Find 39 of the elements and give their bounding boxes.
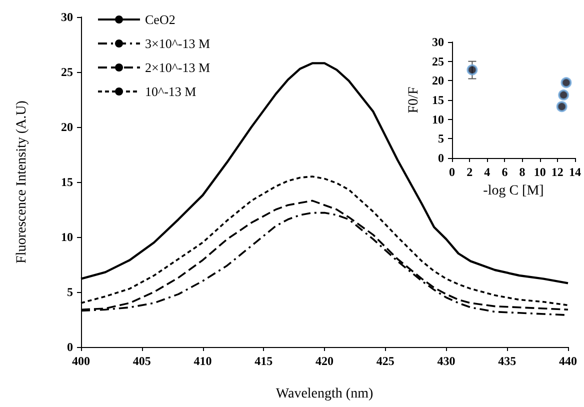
y-tick-label: 25 — [432, 54, 444, 68]
legend-label: 2×10^-13 M — [145, 60, 211, 75]
x-tick-label: 4 — [484, 165, 490, 179]
x-tick-label: 6 — [502, 165, 508, 179]
y-tick-label: 5 — [67, 285, 73, 299]
y-axis-title: F0/F — [406, 86, 422, 114]
x-tick-label: 425 — [376, 354, 394, 368]
x-axis-title: Wavelength (nm) — [276, 386, 374, 402]
x-tick-label: 405 — [132, 354, 151, 368]
y-tick-label: 30 — [432, 35, 444, 49]
y-tick-label: 10 — [61, 230, 73, 244]
x-tick-label: 410 — [194, 354, 212, 368]
y-tick-label: 25 — [61, 65, 73, 79]
y-tick-label: 15 — [432, 93, 444, 107]
legend-label: CeO2 — [145, 12, 176, 27]
y-axis-title: Fluorescence Intensity (A.U) — [14, 100, 30, 264]
y-tick-label: 0 — [438, 151, 444, 165]
y-tick-label: 20 — [61, 120, 73, 134]
x-tick-label: 400 — [72, 354, 90, 368]
x-tick-label: 415 — [254, 354, 273, 368]
x-tick-label: 10 — [534, 165, 546, 179]
y-tick-label: 10 — [432, 112, 444, 126]
x-tick-label: 8 — [519, 165, 526, 179]
y-tick-label: 5 — [438, 132, 444, 146]
x-axis-title: -log C [M] — [483, 184, 544, 198]
x-tick-label: 420 — [316, 354, 334, 368]
legend-label: 10^-13 M — [145, 84, 197, 99]
y-tick-label: 30 — [61, 10, 73, 24]
x-tick-label: 14 — [569, 165, 581, 179]
x-tick-label: 430 — [437, 354, 456, 368]
legend-label: 3×10^-13 M — [145, 36, 211, 51]
y-tick-label: 15 — [61, 175, 73, 189]
x-tick-label: 12 — [551, 165, 564, 179]
x-tick-label: 435 — [498, 354, 516, 368]
y-tick-label: 0 — [67, 340, 73, 354]
x-tick-label: 2 — [466, 165, 473, 179]
y-tick-label: 20 — [432, 74, 444, 88]
x-tick-label: 0 — [449, 165, 455, 179]
x-tick-label: 440 — [559, 354, 577, 368]
